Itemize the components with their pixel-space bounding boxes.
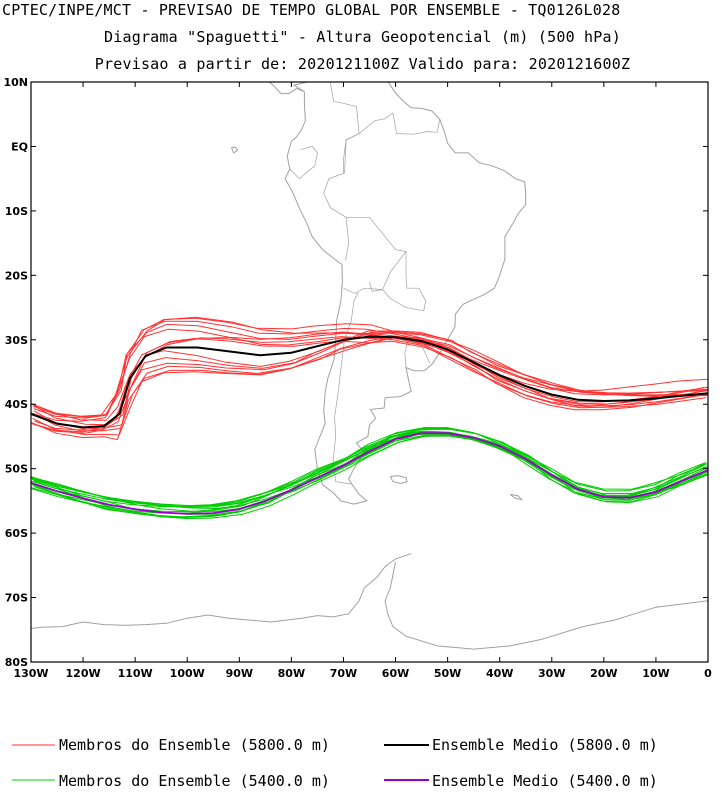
member-line-5800	[32, 336, 708, 436]
lon-tick-label: 50W	[434, 667, 461, 680]
lon-tick-label: 100W	[170, 667, 205, 680]
member-line-5400	[31, 426, 708, 518]
header-line-2: Diagrama "Spaguetti" - Altura Geopotenci…	[104, 28, 621, 46]
member-line-5400	[33, 431, 708, 508]
lat-tick-label: 80S	[5, 656, 28, 669]
ensemble-mean-layer	[31, 335, 708, 515]
political-border	[392, 112, 441, 135]
map-frame	[30, 81, 709, 663]
legend-label-purple-mean: Ensemble Medio (5400.0 m)	[432, 772, 658, 790]
lon-tick-label: 0	[704, 667, 712, 680]
galapagos-islands	[231, 146, 239, 154]
member-line-5800	[34, 337, 708, 431]
member-line-5800	[33, 332, 708, 430]
political-border	[343, 216, 407, 294]
political-border	[323, 112, 394, 261]
header-line-1: CPTEC/INPE/MCT - PREVISAO DE TEMPO GLOBA…	[2, 1, 621, 19]
lat-tick-label: 60S	[5, 527, 28, 540]
political-border	[382, 251, 427, 312]
falkland-islands	[389, 475, 408, 485]
lon-tick-label: 130W	[13, 667, 48, 680]
header-line-3: Previsao a partir de: 2020121100Z Valido…	[94, 55, 631, 73]
member-line-5800	[33, 335, 708, 432]
member-line-5800	[31, 337, 708, 441]
mean-line-5800	[31, 335, 708, 429]
lon-tick-label: 90W	[226, 667, 253, 680]
south-georgia	[509, 493, 524, 501]
lon-tick-label: 110W	[118, 667, 153, 680]
ensemble-members-layer	[31, 316, 708, 520]
lat-tick-label: 40S	[5, 398, 28, 411]
lon-tick-label: 80W	[278, 667, 305, 680]
legend: Membros do Ensemble (5800.0 m) Ensemble …	[12, 736, 658, 790]
legend-label-black-mean: Ensemble Medio (5800.0 m)	[432, 736, 658, 754]
lat-tick-label: 70S	[5, 592, 28, 605]
lon-tick-label: 60W	[382, 667, 409, 680]
political-border	[369, 281, 383, 292]
lat-tick-label: 20S	[5, 269, 28, 282]
coastline-layer	[31, 82, 708, 650]
lon-tick-label: 120W	[66, 667, 101, 680]
legend-label-red-members: Membros do Ensemble (5800.0 m)	[59, 736, 330, 754]
lat-tick-label: 10S	[5, 205, 28, 218]
central-america-coastline	[268, 82, 305, 95]
lat-tick-label: 30S	[5, 334, 28, 347]
lon-tick-label: 70W	[330, 667, 357, 680]
lat-tick-label: EQ	[11, 140, 28, 153]
political-border	[289, 145, 318, 180]
legend-label-green-members: Membros do Ensemble (5400.0 m)	[59, 772, 330, 790]
lon-tick-label: 20W	[590, 667, 617, 680]
member-line-5800	[31, 316, 708, 422]
south-america-coastline	[284, 82, 527, 505]
weddell-coast	[384, 562, 708, 650]
political-border	[329, 82, 360, 174]
lon-tick-label: 40W	[486, 667, 513, 680]
mean-line-5400	[31, 432, 708, 515]
lat-tick-label: 10N	[3, 76, 28, 89]
member-line-5400	[31, 435, 707, 520]
antarctic-peninsula-coastline	[31, 553, 412, 629]
lon-tick-label: 10W	[642, 667, 669, 680]
lat-tick-label: 50S	[5, 463, 28, 476]
lon-tick-label: 30W	[538, 667, 565, 680]
political-border	[404, 341, 409, 368]
